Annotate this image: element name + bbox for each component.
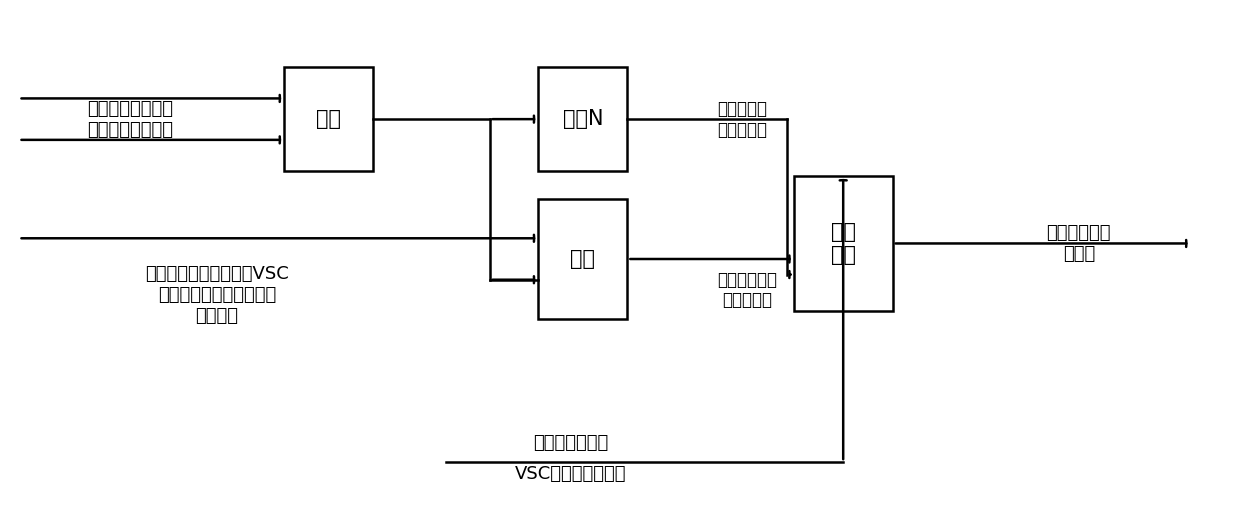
Text: 相乘: 相乘 — [570, 249, 595, 269]
Bar — [538, 67, 627, 171]
Text: 不平衡运行方式: 不平衡运行方式 — [533, 434, 608, 452]
Bar — [794, 176, 893, 311]
Text: 逻辑
选择: 逻辑 选择 — [831, 222, 856, 265]
Text: 设定的不平衡方式单个VSC
换流器所输送功率占总功
率比例值: 设定的不平衡方式单个VSC 换流器所输送功率占总功 率比例值 — [145, 265, 289, 325]
Text: 不平衡方式下
功率目标值: 不平衡方式下 功率目标值 — [717, 271, 776, 309]
Text: 交流功率控制
目标值: 交流功率控制 目标值 — [1047, 224, 1111, 263]
Text: 总直流功率指令值
直流功率折算系数: 总直流功率指令值 直流功率折算系数 — [87, 100, 174, 138]
Text: VSC换流器采用功率: VSC换流器采用功率 — [515, 465, 626, 483]
Bar — [538, 199, 627, 319]
Bar — [284, 67, 373, 171]
Text: 平衡方式下
功率目标值: 平衡方式下 功率目标值 — [717, 100, 766, 138]
Text: 除以N: 除以N — [563, 109, 603, 129]
Text: 相乘: 相乘 — [316, 109, 341, 129]
